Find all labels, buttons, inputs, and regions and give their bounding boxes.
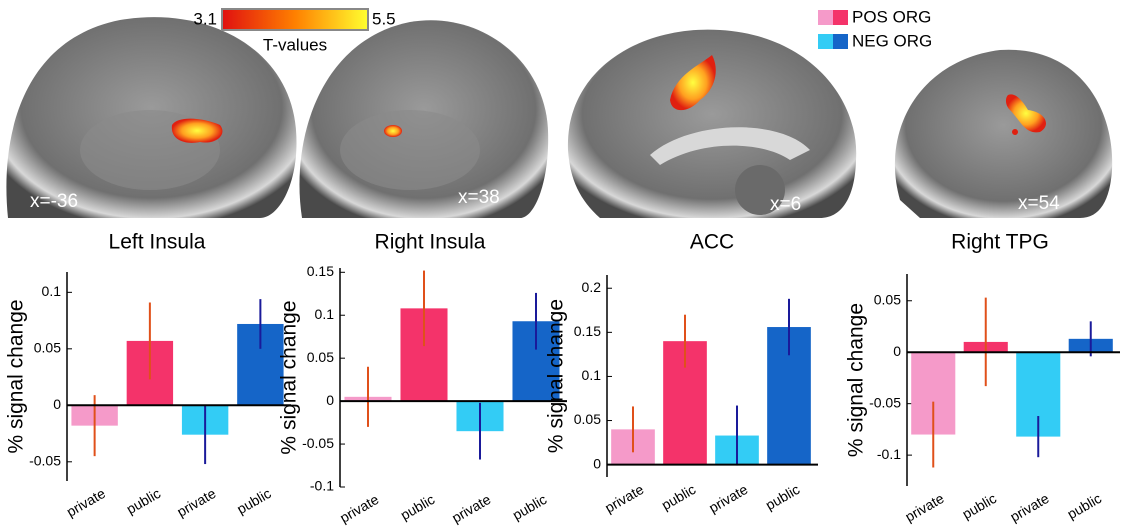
- y-tick-label: 0.05: [874, 291, 901, 307]
- brain-image: x=38: [299, 20, 549, 219]
- colorbar-min: 3.1: [193, 9, 217, 28]
- y-tick-label: -0.1: [310, 478, 334, 494]
- legend-swatch: [833, 34, 848, 49]
- y-tick-label: 0.15: [307, 263, 334, 279]
- x-tick-label: public: [763, 481, 803, 513]
- colorbar-label: T-values: [263, 35, 327, 54]
- top-annotations: 3.1 5.5 T-values POS ORG NEG ORG: [193, 7, 932, 54]
- coord-label: x=38: [458, 187, 500, 208]
- coord-label: x=-36: [30, 191, 78, 212]
- chart-title: Right Insula: [375, 231, 486, 254]
- y-tick-label: -0.05: [869, 394, 901, 410]
- y-tick-label: 0.1: [42, 283, 62, 299]
- brain-image: x=54: [894, 49, 1113, 218]
- x-tick-label: public: [398, 491, 438, 523]
- y-axis-label: % signal change: [5, 299, 28, 453]
- y-tick-label: 0: [326, 392, 334, 408]
- y-tick-label: 0.15: [574, 323, 601, 339]
- legend-swatch: [818, 34, 833, 49]
- y-tick-label: -0.1: [877, 446, 901, 462]
- bar-chart: ACC % signal change 0 0.05 0.1 0.15 0.2 private…: [545, 231, 818, 516]
- x-tick-label: private: [64, 485, 109, 520]
- charts: Left Insula% signal change-0.0500.050.1p…: [5, 231, 1120, 526]
- x-tick-label: public: [1064, 490, 1104, 522]
- brain-image: x=6: [567, 29, 857, 218]
- chart-title: Right TPG: [951, 231, 1049, 254]
- x-tick-label: public: [510, 491, 550, 523]
- chart-title: Left Insula: [109, 231, 206, 254]
- y-tick-label: 0: [893, 343, 901, 359]
- x-tick-label: public: [659, 481, 699, 513]
- legend-label: NEG ORG: [852, 31, 932, 50]
- y-tick-label: 0.2: [582, 279, 602, 295]
- x-tick-label: private: [602, 481, 647, 516]
- x-tick-label: public: [124, 485, 164, 517]
- y-tick-label: 0.05: [307, 349, 334, 365]
- legend-label: POS ORG: [852, 7, 931, 26]
- y-tick-label: -0.05: [29, 452, 61, 468]
- y-tick-label: 0.05: [574, 411, 601, 427]
- colorbar-max: 5.5: [372, 9, 396, 28]
- chart-title: ACC: [690, 231, 734, 254]
- legend-swatch: [818, 10, 833, 25]
- bar-chart: Left Insula % signal change-0.05 0 0.05 0.1 p…: [5, 231, 291, 520]
- y-tick-label: 0: [53, 396, 61, 412]
- x-tick-label: private: [902, 490, 947, 525]
- x-tick-label: private: [337, 491, 382, 526]
- y-tick-label: 0.1: [315, 306, 335, 322]
- y-axis-label: % signal change: [278, 300, 301, 454]
- x-tick-label: public: [959, 490, 999, 522]
- x-tick-label: private: [706, 481, 751, 516]
- x-tick-label: private: [449, 491, 494, 526]
- y-axis-label: % signal change: [845, 303, 868, 457]
- y-axis-label: % signal change: [545, 299, 568, 453]
- bar-chart: Right Insula % signal change -0.1 -0.05 0 0.0…: [278, 231, 567, 526]
- x-tick-label: public: [234, 485, 274, 517]
- legend-swatch: [833, 10, 848, 25]
- coord-label: x=54: [1018, 193, 1060, 214]
- colorbar: [221, 8, 369, 31]
- y-tick-label: 0.1: [582, 367, 602, 383]
- brain-image: x=-36: [6, 17, 297, 218]
- y-tick-label: 0.05: [34, 340, 61, 356]
- y-tick-label: -0.05: [302, 435, 334, 451]
- x-tick-label: private: [1007, 490, 1052, 525]
- y-tick-label: 0: [593, 455, 601, 471]
- bar-chart: Right TPG % signal change -0.1 -0.05 0 0.05 pr…: [845, 231, 1120, 525]
- coord-label: x=6: [770, 194, 801, 215]
- x-tick-label: private: [174, 485, 219, 520]
